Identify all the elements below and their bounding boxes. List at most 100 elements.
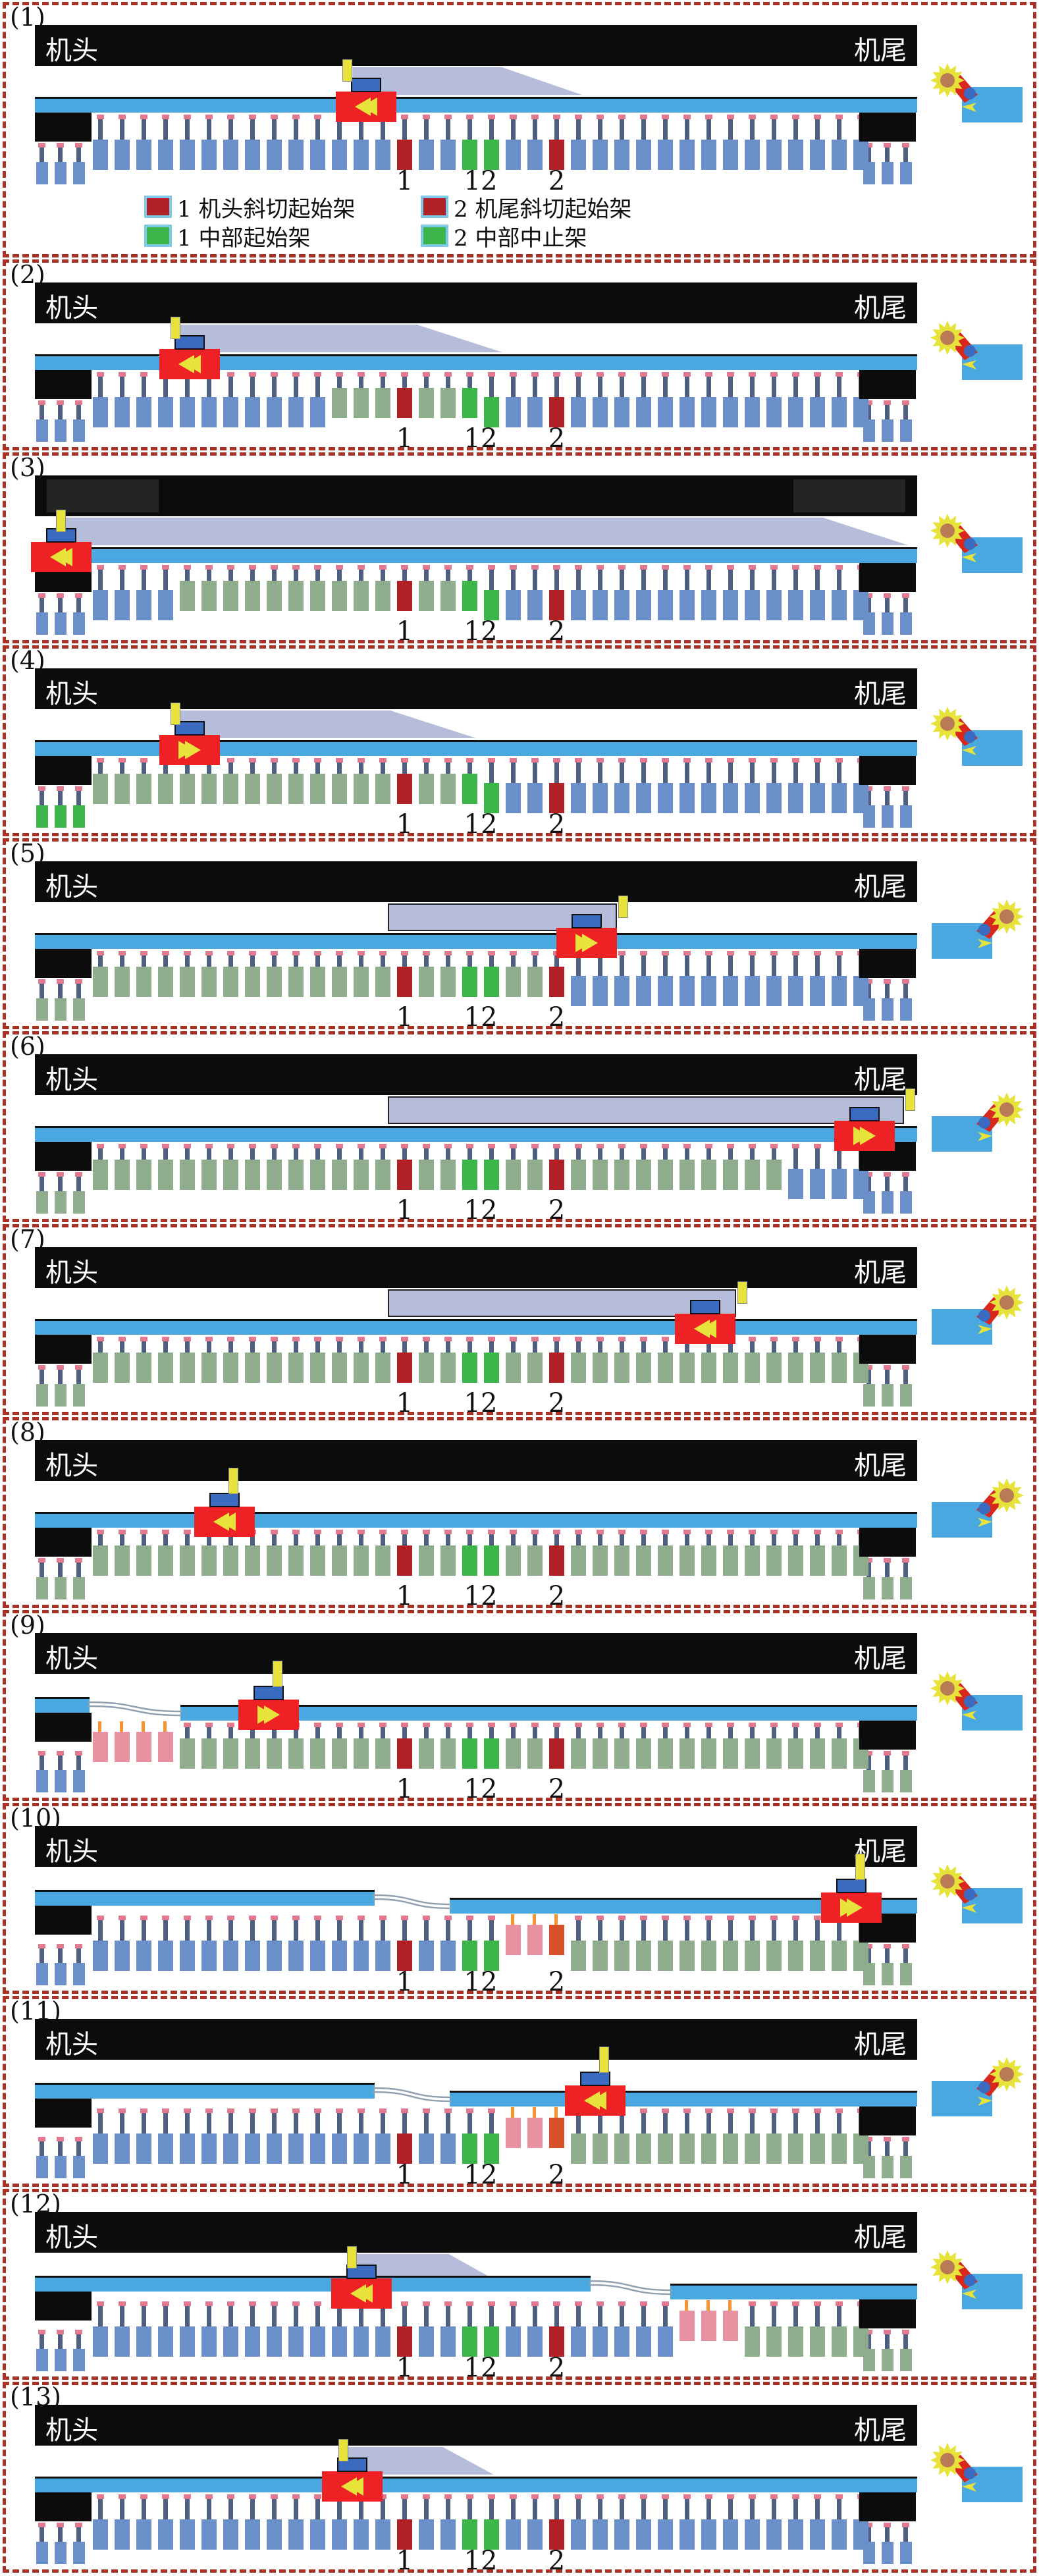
support-body (658, 2133, 673, 2164)
support-cap (140, 951, 147, 955)
support-cap (314, 1144, 321, 1148)
arrow-right-icon (846, 1898, 863, 1917)
support-cap (249, 565, 256, 570)
support-body (658, 590, 673, 620)
stage-panel-13: (13) 机头 机尾 1 12 2 (3, 2382, 1036, 2576)
support-body (201, 397, 217, 427)
support-cap (792, 1337, 799, 1341)
support-stem (576, 570, 581, 590)
support-label: 12 (464, 616, 498, 647)
support-stem (815, 1920, 820, 1941)
support-body (115, 967, 130, 997)
legend-item: 2 机尾斜切起始架 (421, 191, 631, 223)
support-cap (423, 1144, 430, 1148)
shearer-gearbox (174, 721, 205, 736)
support-cap (510, 1144, 517, 1148)
support-cap (770, 1337, 778, 1341)
support-cap (444, 372, 452, 377)
small-support-cap (902, 2137, 909, 2141)
support-stem (641, 119, 646, 140)
support-body (332, 140, 347, 170)
support-body (810, 1353, 825, 1383)
support-cap (488, 2108, 495, 2113)
support-stem (120, 955, 124, 967)
support-body (180, 967, 195, 997)
support-body (397, 1941, 412, 1971)
support-body (158, 2519, 173, 2550)
support-stem (359, 1148, 363, 1160)
support-cap (184, 951, 191, 955)
support-body (462, 2326, 477, 2357)
small-support-stem (40, 2141, 44, 2156)
support-stem (446, 377, 450, 388)
support-stem (402, 570, 407, 581)
stage-number: (8) (10, 1418, 45, 1447)
support-body (832, 397, 847, 427)
support-body (419, 1941, 434, 1971)
support-body (375, 1738, 390, 1769)
small-support-body (73, 1770, 85, 1792)
support-stem (815, 570, 820, 590)
support-body (158, 397, 173, 427)
support-label: 2 (548, 2160, 566, 2190)
stage-panel-8: (8) 机头 机尾 1 12 2 (3, 1417, 1036, 1611)
support-body (375, 1160, 390, 1190)
small-support-stem (76, 405, 81, 419)
support-body (397, 2133, 412, 2164)
support-stem (424, 1920, 429, 1941)
support-stem-advancing (706, 2300, 710, 2311)
support-cap (162, 1916, 169, 1920)
support-body (549, 783, 564, 813)
support-stem (554, 119, 559, 140)
support-cap (727, 1916, 734, 1920)
support-body (832, 1169, 847, 1199)
support-stem (750, 119, 755, 140)
support-cap (249, 115, 256, 119)
legend-item: 2 中部中止架 (421, 220, 587, 252)
arrow-right-icon (264, 1705, 280, 1724)
support-stem (620, 377, 624, 397)
support-body (679, 1941, 695, 1971)
support-body (93, 1160, 108, 1190)
support-cap (97, 2301, 104, 2306)
support-cap (575, 758, 582, 763)
support-cap (749, 372, 756, 377)
support-body (310, 1738, 325, 1769)
support-cap (705, 758, 712, 763)
stage-panel-1: (1) 机头 机尾 1 12 2 1 机头斜切起始架 2 机尾斜切起始架 1 中部起始架 2 中部… (3, 2, 1036, 257)
support-body (462, 1160, 477, 1190)
support-stem (815, 2306, 820, 2326)
support-cap (836, 951, 843, 955)
small-support-stem (903, 791, 908, 805)
support-cap (553, 2301, 560, 2306)
support-cap (575, 565, 582, 570)
support-stem (706, 763, 711, 783)
support-body (136, 774, 151, 804)
support-cap (662, 565, 669, 570)
shearer-cutter-block (238, 1700, 300, 1730)
support-stem (207, 763, 211, 774)
support-body (636, 140, 651, 170)
support-stem (663, 1920, 668, 1941)
support-cap (205, 1144, 213, 1148)
head-cover-box (47, 479, 159, 512)
support-body (267, 397, 282, 427)
head-drive-stub (35, 2099, 92, 2128)
small-support-cap (75, 786, 82, 791)
support-body (462, 774, 477, 804)
shearer-cutter-block (564, 2085, 626, 2116)
support-stem (576, 2499, 581, 2519)
support-cap (292, 1144, 300, 1148)
support-stem (185, 763, 190, 774)
support-cap (597, 115, 604, 119)
support-cap (640, 2494, 647, 2499)
support-cap (249, 758, 256, 763)
support-cap (444, 1530, 452, 1534)
support-body (484, 1160, 499, 1190)
small-support-cap (57, 2523, 64, 2527)
support-stem (511, 2306, 516, 2326)
support-body (310, 774, 325, 804)
support-cap (575, 1144, 582, 1148)
support-body (506, 1353, 521, 1383)
